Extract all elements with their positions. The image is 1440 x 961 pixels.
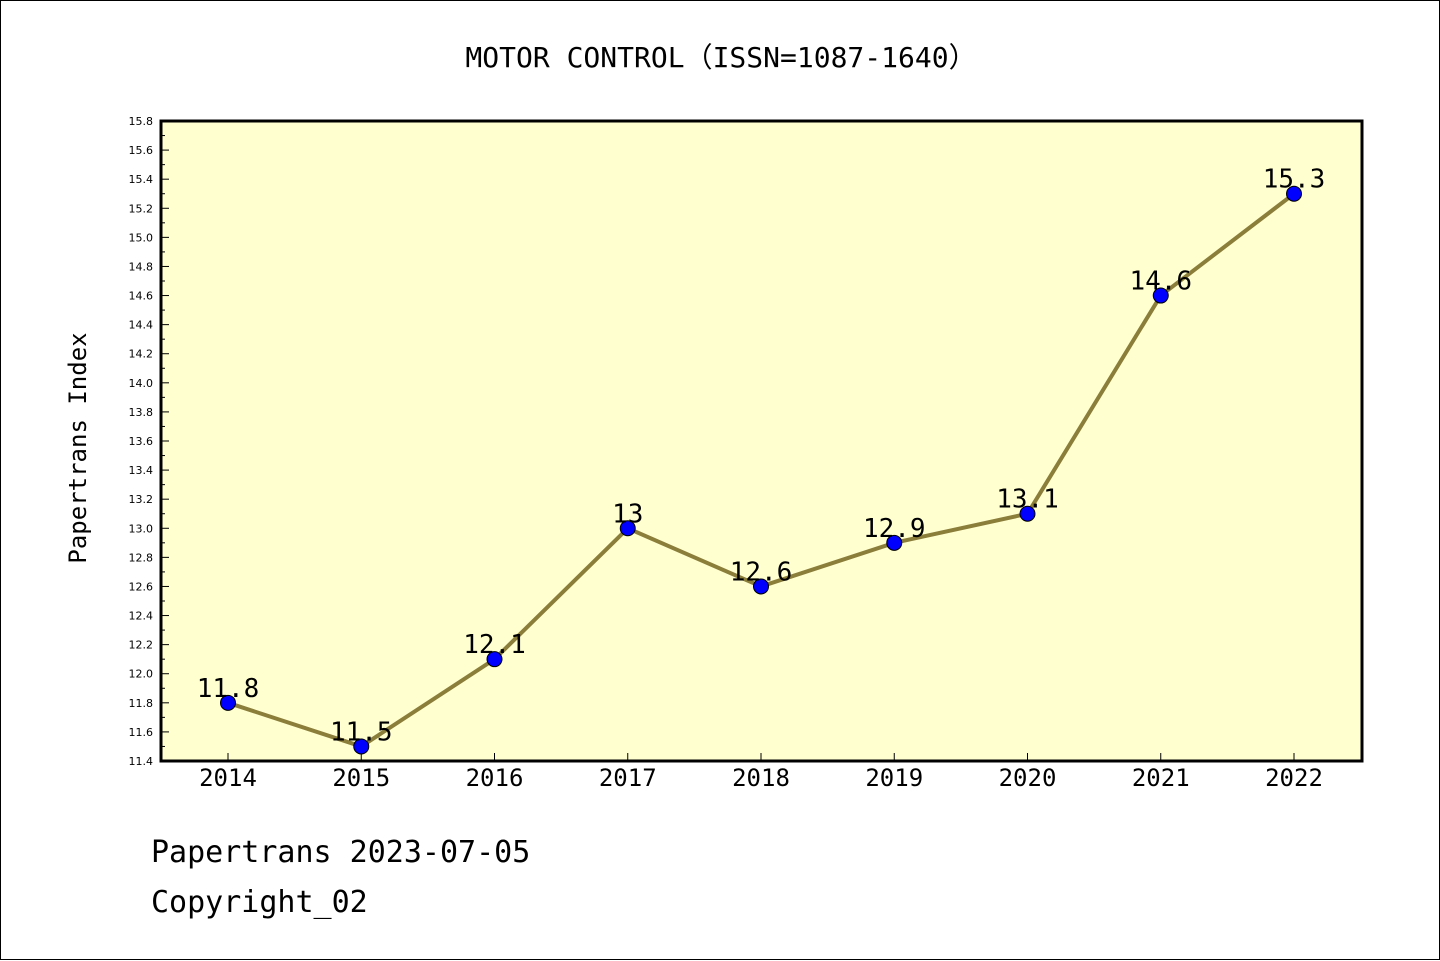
y-tick-label: 13.4 <box>129 464 154 477</box>
data-point <box>886 534 903 551</box>
data-label: 11.5 <box>330 717 393 747</box>
y-tick-label: 14.0 <box>129 377 154 390</box>
data-label: 12.1 <box>463 630 526 660</box>
y-tick-label: 13.8 <box>129 406 154 419</box>
y-tick-label: 14.8 <box>129 260 154 273</box>
y-tick-label: 11.8 <box>129 697 154 710</box>
x-tick-label: 2019 <box>865 764 923 792</box>
y-tick-label: 13.6 <box>129 435 154 448</box>
data-label: 13.1 <box>996 485 1059 515</box>
data-point <box>353 738 370 755</box>
x-tick-label: 2021 <box>1132 764 1190 792</box>
data-point <box>1019 505 1036 522</box>
y-tick-label: 15.0 <box>129 231 154 244</box>
y-tick-label: 14.6 <box>129 290 154 303</box>
y-tick-label: 15.2 <box>129 202 154 215</box>
data-label: 13 <box>612 499 643 529</box>
data-label: 15.3 <box>1263 165 1326 195</box>
data-label: 11.8 <box>197 674 260 704</box>
y-tick-label: 11.4 <box>129 755 154 768</box>
y-tick-label: 12.0 <box>129 668 154 681</box>
data-label: 12.6 <box>730 557 793 587</box>
y-tick-label: 14.4 <box>129 319 154 332</box>
y-axis-label: Papertrans Index <box>64 332 92 563</box>
y-tick-label: 15.8 <box>129 115 154 128</box>
data-point <box>220 694 236 711</box>
x-tick-label: 2016 <box>466 764 524 792</box>
y-axis-ticks: 11.4 11.6 11.8 12.0 12.2 12.4 12.6 12.8 13.0 13.2… <box>129 115 169 768</box>
x-tick-label: 2020 <box>999 764 1057 792</box>
chart-title: MOTOR CONTROL（ISSN=1087-1640） <box>465 41 976 74</box>
y-tick-label: 12.8 <box>129 551 154 564</box>
y-tick-label: 13.2 <box>129 493 154 506</box>
y-tick-label: 13.0 <box>129 522 154 535</box>
y-tick-label: 12.4 <box>129 610 154 623</box>
x-tick-label: 2022 <box>1265 764 1323 792</box>
y-tick-label: 12.6 <box>129 580 154 593</box>
y-tick-label: 12.2 <box>129 639 154 652</box>
footer-copyright: Copyright_02 <box>151 885 368 920</box>
data-label: 12.9 <box>863 514 926 544</box>
data-point <box>753 578 769 595</box>
y-tick-label: 15.4 <box>129 173 154 186</box>
x-tick-label: 2018 <box>732 764 790 792</box>
x-axis-ticks: 2014 2015 2016 2017 2018 2019 2020 2021 2022 <box>199 753 1323 792</box>
y-tick-label: 14.2 <box>129 348 154 361</box>
x-tick-label: 2015 <box>332 764 390 792</box>
footer-date: Papertrans 2023-07-05 <box>151 835 531 870</box>
y-tick-label: 11.6 <box>129 726 154 739</box>
data-point <box>1152 287 1169 304</box>
data-point <box>619 520 636 537</box>
series-layer: 11.8 11.5 12.1 13 12.6 12.9 13.1 14.6 15.3 <box>197 165 1326 755</box>
y-tick-label: 15.6 <box>129 144 154 157</box>
data-point <box>1286 185 1302 202</box>
data-label: 14.6 <box>1129 267 1192 297</box>
x-tick-label: 2017 <box>599 764 657 792</box>
plot-area <box>159 119 1364 763</box>
x-tick-label: 2014 <box>199 764 257 792</box>
data-point <box>486 651 503 668</box>
